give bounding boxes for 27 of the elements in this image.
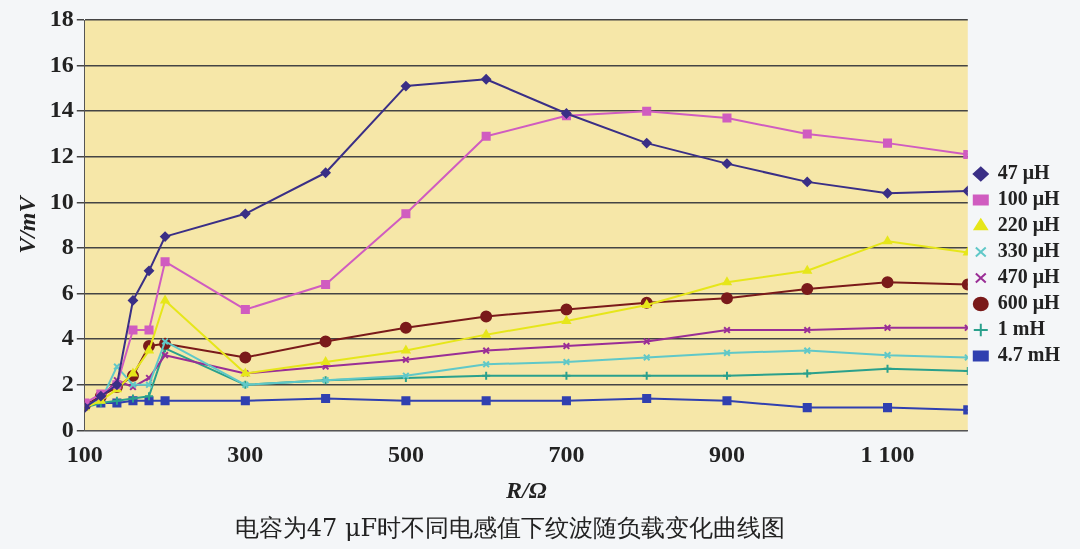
legend-label: 600 μH — [997, 291, 1061, 315]
y-tick-label: 14 — [49, 96, 74, 123]
x-tick-label: 700 — [548, 441, 585, 467]
x-tick-label: 100 — [66, 441, 103, 467]
x-tick-label: 900 — [708, 441, 745, 467]
legend-label: 47 μH — [997, 161, 1051, 185]
y-tick-label: 10 — [49, 187, 74, 214]
x-tick-label: 500 — [387, 441, 424, 467]
y-tick-label: 0 — [61, 415, 74, 442]
legend-label: 470 μH — [997, 265, 1061, 289]
y-tick-label: 16 — [49, 50, 74, 77]
y-tick-label: 12 — [49, 142, 74, 168]
legend-label: 100 μH — [997, 187, 1061, 211]
legend-label: 4.7 mH — [997, 343, 1061, 366]
x-axis-title: R/Ω — [504, 476, 547, 503]
y-tick-label: 2 — [61, 370, 74, 396]
x-tick-label: 300 — [227, 441, 264, 467]
y-tick-label: 18 — [49, 5, 74, 32]
x-tick-label: 1 100 — [860, 441, 915, 467]
legend-label: 1 mH — [997, 317, 1046, 340]
y-tick-label: 8 — [61, 233, 74, 260]
legend-label: 220 μH — [997, 213, 1061, 237]
y-tick-label: 6 — [61, 278, 74, 305]
y-axis-title: V/mV — [13, 194, 40, 254]
y-tick-label: 4 — [61, 324, 74, 351]
text: 电容为47 μF时不同电感值下纹波随负载变化曲线图 — [233, 513, 787, 544]
legend-label: 330 μH — [997, 239, 1061, 263]
